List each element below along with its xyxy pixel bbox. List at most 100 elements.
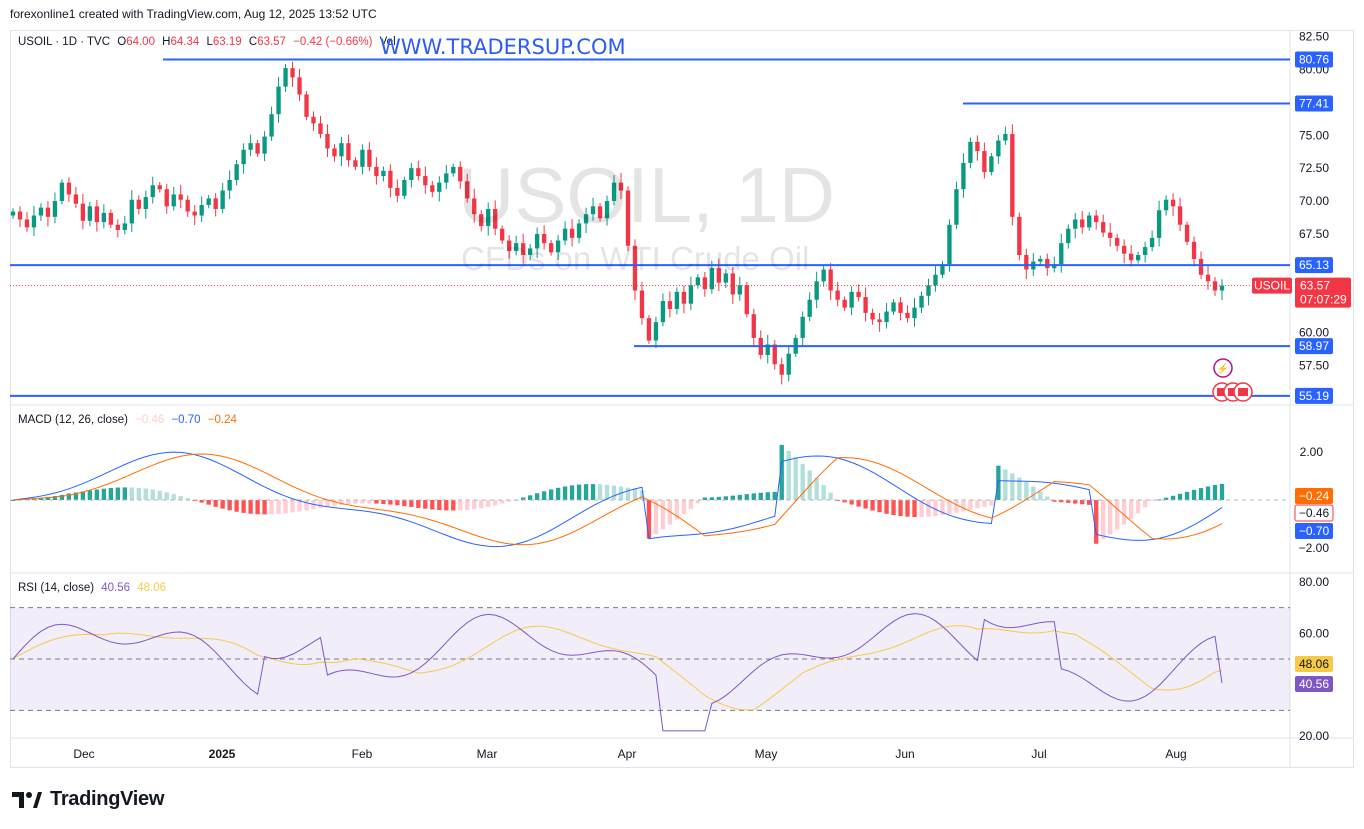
macd-histogram-bar — [507, 500, 512, 502]
candle-body — [765, 344, 770, 355]
macd-histogram-bar — [821, 485, 826, 500]
macd-histogram-bar — [954, 500, 959, 513]
macd-histogram-bar — [458, 500, 463, 511]
candle-body — [479, 214, 484, 227]
candle-body — [653, 322, 659, 341]
macd-histogram-bar — [681, 500, 687, 515]
macd-histogram-bar — [891, 500, 896, 516]
macd-histogram-bar — [276, 500, 281, 514]
candle-body — [206, 198, 211, 205]
level-tag — [1295, 51, 1333, 68]
candle-body — [10, 211, 16, 216]
macd-histogram-bar — [325, 500, 330, 507]
macd-histogram-bar — [1094, 500, 1099, 544]
candle-body — [290, 68, 295, 78]
macd-histogram-bar — [1052, 500, 1057, 502]
macd-histogram-bar — [346, 500, 351, 505]
macd-histogram-bar — [800, 463, 805, 500]
candle-body — [430, 185, 435, 192]
macd-histogram-bar — [437, 500, 442, 510]
macd-histogram-bar — [108, 488, 114, 500]
candle-body — [548, 243, 554, 253]
candle-body — [1073, 219, 1078, 229]
candle-body — [227, 180, 232, 191]
candle-body — [555, 240, 561, 253]
candle-body — [101, 212, 107, 223]
macd-histogram-bar — [863, 500, 868, 509]
macd-histogram-bar — [136, 487, 141, 500]
macd-title[interactable]: MACD (12, 26, close) — [18, 414, 128, 426]
macd-histogram-bar — [395, 500, 400, 506]
macd-histogram-bar — [52, 496, 58, 500]
macd-histogram-bar — [444, 500, 449, 511]
symbol-tag — [1252, 277, 1292, 294]
rsi-title[interactable]: RSI (14, close) — [18, 582, 95, 594]
candle-body — [702, 277, 708, 290]
candle-body — [87, 206, 93, 221]
rsi-ma-tag — [1295, 656, 1333, 672]
candle-body — [129, 199, 134, 224]
macd-histogram-bar — [884, 500, 889, 514]
candle-body — [520, 243, 526, 255]
candle-body — [639, 290, 645, 319]
symbol-label[interactable]: USOIL · 1D · TVC — [18, 36, 111, 48]
candle-body — [975, 141, 980, 152]
candle-body — [325, 133, 330, 149]
macd-histogram-bar — [926, 500, 931, 517]
macd-histogram-bar — [555, 487, 561, 500]
macd-histogram-bar — [982, 500, 987, 507]
macd-histogram-bar — [1135, 500, 1141, 514]
website-overlay: WWW.TRADERSUP.COM — [380, 35, 626, 59]
macd-histogram-bar — [241, 500, 246, 513]
candle-body — [171, 194, 176, 207]
macd-histogram-bar — [360, 500, 365, 504]
candle-body — [178, 194, 183, 200]
macd-histogram-bar — [660, 500, 666, 530]
candle-body — [66, 182, 72, 195]
macd-histogram-bar — [709, 497, 715, 500]
candle-body — [674, 291, 680, 309]
last-price-tag — [1295, 277, 1351, 308]
macd-histogram-bar — [1038, 491, 1043, 500]
candle-body — [716, 268, 721, 283]
candle-body — [276, 86, 281, 115]
macd-histogram-bar — [989, 500, 994, 506]
candle-body — [695, 277, 701, 286]
macd-histogram-bar — [472, 500, 477, 510]
close-value: 63.57 — [257, 36, 286, 48]
candle-body — [437, 182, 442, 192]
candle-body — [877, 319, 882, 323]
macd-histogram-bar — [534, 493, 540, 500]
time-axis-label: Feb — [352, 747, 373, 761]
candle-body — [332, 148, 337, 157]
macd-histogram-bar — [171, 494, 176, 500]
tradingview-logo[interactable]: TradingView — [12, 788, 164, 811]
candle-body — [94, 206, 100, 223]
candle-body — [737, 285, 742, 295]
macd-histogram-bar — [765, 492, 770, 500]
candle-body — [1108, 232, 1113, 238]
candle-body — [1198, 258, 1204, 275]
macd-value-tag — [1294, 504, 1334, 522]
candle-body — [870, 312, 875, 320]
candle-body — [45, 207, 51, 217]
candle-body — [220, 190, 225, 209]
macd-histogram-bar — [751, 493, 756, 500]
low-label: L — [206, 36, 213, 48]
macd-value-tag — [1295, 488, 1333, 504]
time-axis-label: May — [755, 747, 778, 761]
candle-body — [786, 353, 791, 375]
candle-body — [709, 268, 715, 290]
macd-histogram-bar — [870, 500, 875, 511]
macd-histogram-bar — [1212, 485, 1218, 500]
macd-histogram-bar — [80, 491, 86, 500]
candle-body — [17, 211, 23, 220]
macd-histogram-bar — [451, 500, 456, 511]
macd-histogram-bar — [562, 486, 568, 500]
level-label: 58.97 — [1299, 339, 1329, 353]
macd-histogram-bar — [1170, 495, 1176, 500]
candle-body — [507, 240, 512, 252]
macd-line — [12, 451, 1223, 548]
candle-body — [472, 198, 477, 215]
